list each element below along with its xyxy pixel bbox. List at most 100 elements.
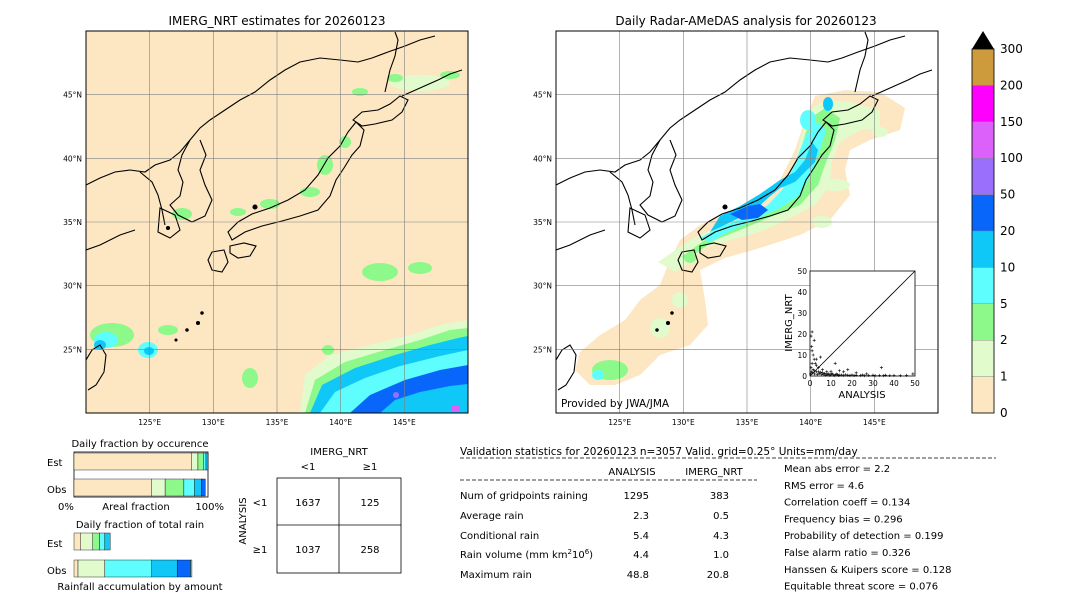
colorbar: 0 1 2 5 10 20 50 100 150 200 300 bbox=[971, 31, 1023, 420]
fraction-total-xlabel: Rainfall accumulation by amount bbox=[57, 582, 222, 593]
scatter-point bbox=[911, 372, 915, 376]
colorbar-segment bbox=[971, 121, 995, 159]
scatter-point bbox=[898, 374, 902, 378]
fraction-segment bbox=[183, 478, 195, 497]
scatter-point bbox=[852, 374, 856, 378]
scatter-point bbox=[809, 334, 813, 338]
scatter-point bbox=[828, 373, 832, 377]
scatter-point bbox=[888, 374, 892, 378]
scatter-point bbox=[813, 361, 817, 365]
lat-tick-label: 45°N bbox=[533, 91, 552, 100]
lat-tick-label: 35°N bbox=[533, 218, 552, 227]
scatter-point bbox=[821, 368, 825, 372]
fraction-total-bars bbox=[73, 532, 193, 578]
inset-x-tick: 40 bbox=[889, 379, 899, 388]
colorbar-segment bbox=[971, 340, 995, 377]
inset-y-tick: 50 bbox=[797, 267, 807, 276]
colorbar-labels: 0 1 2 5 10 20 50 100 150 200 300 bbox=[1000, 42, 1023, 420]
fraction-segment bbox=[73, 452, 192, 471]
fraction-total-title: Daily fraction of total rain bbox=[76, 520, 204, 531]
fraction-segment bbox=[164, 478, 185, 497]
colorbar-segment bbox=[971, 85, 995, 123]
colorbar-segments bbox=[971, 48, 995, 414]
right-map-graticule bbox=[556, 31, 938, 413]
lon-tick-label: 130°E bbox=[672, 418, 695, 427]
inset-y-tick: 20 bbox=[797, 330, 807, 339]
fraction-segment bbox=[99, 532, 106, 551]
fraction-segment bbox=[194, 478, 202, 497]
contingency-row-header-2: ≥1 bbox=[253, 545, 268, 556]
fraction-segment bbox=[73, 532, 81, 551]
lon-tick-label: 145°E bbox=[393, 418, 416, 427]
left-map-panel: 125°E 130°E 135°E 140°E 145°E 25°N 30°N 35°N 40°… bbox=[63, 30, 469, 427]
scatter-point bbox=[834, 372, 838, 376]
validation-statistics: Validation statistics for 20260123 n=305… bbox=[460, 446, 996, 593]
validation-score: Mean abs error = 2.2 bbox=[784, 464, 890, 475]
fraction-occurrence-frame bbox=[73, 451, 209, 498]
lon-tick-label: 140°E bbox=[329, 418, 352, 427]
scatter-point bbox=[837, 369, 841, 373]
inset-x-tick: 20 bbox=[847, 379, 857, 388]
scatter-point bbox=[826, 373, 830, 377]
lat-tick-label: 40°N bbox=[533, 154, 552, 163]
scatter-point bbox=[817, 371, 821, 375]
scatter-point bbox=[811, 353, 815, 357]
scatter-point bbox=[824, 373, 828, 377]
contingency-cell-22: 258 bbox=[360, 545, 379, 556]
fraction-occurrence-bars bbox=[73, 452, 209, 497]
scatter-point bbox=[832, 374, 836, 378]
colorbar-label: 1 bbox=[1000, 370, 1008, 384]
colorbar-segment bbox=[971, 230, 995, 268]
scatter-point bbox=[884, 373, 888, 377]
validation-row-label: Average rain bbox=[460, 511, 524, 522]
right-map-tick-labels: 125°E 130°E 135°E 140°E 145°E 25°N 30°N 35°N 40°… bbox=[533, 91, 886, 427]
scatter-point bbox=[812, 338, 816, 342]
lon-tick-label: 145°E bbox=[863, 418, 886, 427]
fraction-segment bbox=[77, 559, 106, 578]
scatter-point bbox=[814, 357, 818, 361]
scatter-point bbox=[813, 372, 817, 376]
left-map-coastlines bbox=[86, 31, 463, 391]
scatter-point bbox=[850, 373, 854, 377]
validation-score: Probability of detection = 0.199 bbox=[784, 531, 943, 542]
fraction-occurrence-xlabel: Areal fraction bbox=[102, 502, 169, 513]
scatter-point bbox=[842, 373, 846, 377]
inset-y-tick: 40 bbox=[797, 288, 807, 297]
fraction-occurrence-est-label: Est bbox=[47, 458, 63, 469]
validation-row-imerg: 1.0 bbox=[713, 550, 729, 561]
lat-tick-label: 35°N bbox=[63, 218, 82, 227]
fraction-segment bbox=[104, 532, 111, 551]
scatter-point bbox=[833, 361, 837, 365]
inset-tick-labels: 00 10 10 20 20 30 30 40 40 50 50 bbox=[797, 267, 920, 388]
validation-score: False alarm ratio = 0.326 bbox=[784, 548, 911, 559]
scatter-point bbox=[882, 374, 885, 378]
scatter-point bbox=[844, 373, 848, 377]
validation-row-label: Maximum rain bbox=[460, 570, 532, 581]
contingency-title: IMERG_NRT bbox=[310, 447, 368, 458]
left-map-rain-field bbox=[90, 71, 468, 413]
lon-tick-label: 125°E bbox=[138, 418, 161, 427]
fraction-segment bbox=[80, 532, 93, 551]
validation-score: Hanssen & Kuipers score = 0.128 bbox=[784, 565, 951, 576]
scatter-point bbox=[905, 373, 909, 377]
validation-row-analysis: 1295 bbox=[624, 491, 649, 502]
contingency-cell-21: 1037 bbox=[295, 545, 320, 556]
scatter-point bbox=[867, 373, 871, 377]
scatter-point bbox=[858, 373, 862, 377]
lat-tick-label: 30°N bbox=[63, 282, 82, 291]
contingency-cell-12: 125 bbox=[360, 498, 379, 509]
scatter-point bbox=[836, 373, 840, 377]
validation-row-imerg: 0.5 bbox=[713, 511, 729, 522]
colorbar-label: 200 bbox=[1000, 78, 1023, 92]
scatter-point bbox=[848, 373, 852, 377]
lon-tick-label: 135°E bbox=[736, 418, 759, 427]
scatter-point bbox=[809, 366, 813, 370]
validation-row-analysis: 5.4 bbox=[633, 531, 649, 542]
colorbar-label: 100 bbox=[1000, 151, 1023, 165]
scatter-point bbox=[815, 372, 819, 376]
inset-y-tick: 0 bbox=[802, 372, 807, 381]
data-credit: Provided by JWA/JMA bbox=[561, 398, 670, 410]
contingency-cell-11: 1637 bbox=[295, 498, 320, 509]
validation-row-label: Num of gridpoints raining bbox=[460, 491, 588, 502]
